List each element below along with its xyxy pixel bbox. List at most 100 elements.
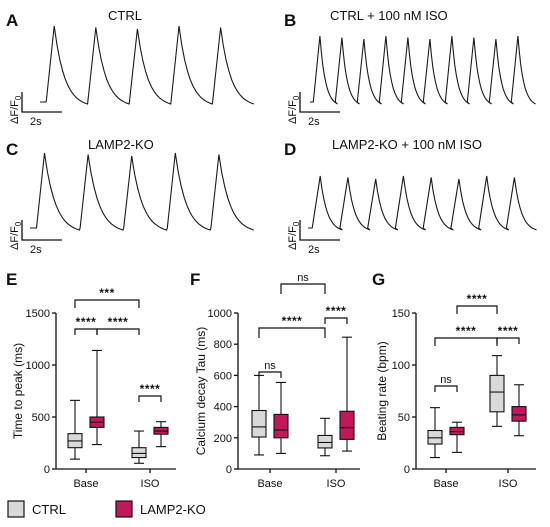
box-ctrl-iso [131,430,147,464]
scale-bar [299,92,340,113]
trace-title: CTRL [108,8,142,23]
trace-panel-d: D LAMP2-KO + 100 nM ISO ΔF/F0 2s [284,137,537,256]
calcium-trace-line [40,25,255,105]
legend-label: LAMP2-KO [140,502,206,517]
bracket-line [74,328,98,335]
box-ctrl-base [251,374,267,456]
bracket-line [138,395,162,402]
box-lamp2ko-iso [339,336,355,452]
significance-bracket: **** [96,315,140,335]
significance-label: **** [76,315,97,329]
box-ctrl-base [427,407,443,459]
x-tick-label: ISO [499,478,518,490]
scale-bar [21,92,62,113]
bracket-line [456,305,498,314]
significance-bracket: **** [74,315,98,335]
scale-bar-label: 2s [308,116,320,128]
legend-item-lamp2ko: LAMP2-KO [115,500,206,518]
y-tick-label: 50 [398,412,410,424]
legend-item-ctrl: CTRL [7,500,66,518]
trace-panel-a: A CTRL ΔF/F0 2s [6,8,255,128]
x-tick-label: Base [73,478,98,490]
legend-swatch [7,500,25,518]
significance-label: **** [456,324,477,338]
bracket-line [74,299,140,308]
bracket-line [324,317,348,324]
panel-letter: B [284,11,296,30]
significance-label: ns [297,272,309,284]
y-axis-label: Time to peak (ms) [11,343,25,439]
significance-bracket: **** [258,314,326,338]
trace-ylabel: ΔF/F0 [287,221,301,250]
box-iqr [489,374,505,413]
legend-swatch [115,500,133,518]
y-tick-label: 0 [404,464,410,476]
y-tick-label: 1500 [26,308,50,320]
panel-letter: G [372,270,385,289]
y-tick-label: 0 [44,464,50,476]
panel-letter: D [284,140,296,159]
box-iqr [251,409,267,438]
significance-label: ns [264,360,276,372]
bracket-line [496,337,520,344]
significance-bracket: **** [324,304,348,324]
bracket-line [258,371,282,378]
box-lamp2ko-iso [153,421,169,448]
x-tick-label: Base [433,478,458,490]
significance-bracket: **** [456,292,498,314]
panel-letter: E [6,270,17,289]
box-iqr [339,410,355,440]
scale-bar-label: 2s [30,116,42,128]
box-iqr [131,447,147,459]
y-tick-label: 200 [214,433,232,445]
trace-ylabel: ΔF/F0 [9,221,23,250]
calcium-trace-line [308,175,537,231]
box-iqr [273,413,289,439]
significance-label: **** [326,304,347,318]
x-tick-label: ISO [327,478,346,490]
scale-bar [21,220,62,241]
y-tick-label: 500 [32,412,50,424]
significance-label: **** [467,292,488,306]
y-tick-label: 800 [214,339,232,351]
bracket-line [258,327,326,338]
significance-label: **** [108,315,129,329]
panel-letter: F [190,270,200,289]
calcium-trace-line [30,152,254,231]
box-lamp2ko-base [273,381,289,454]
trace-ylabel: ΔF/F0 [9,95,23,124]
y-tick-label: 400 [214,402,232,414]
trace-title: LAMP2-KO [88,137,154,152]
significance-bracket: **** [434,324,498,346]
scale-bar [299,220,340,241]
scale-bar-label: 2s [30,244,42,256]
significance-label: **** [498,324,519,338]
y-tick-label: 1000 [208,308,232,320]
y-tick-label: 150 [392,308,410,320]
panel-letter: C [6,140,18,159]
y-tick-label: 600 [214,370,232,382]
significance-bracket: ns [434,374,458,392]
trace-title: LAMP2-KO + 100 nM ISO [332,137,482,152]
trace-panel-c: C LAMP2-KO ΔF/F0 2s [6,137,254,256]
box-ctrl-base [67,399,83,460]
boxplot-panel-g: G 0 50 100 150 Beating rate (bpm) Base ISO **** *… [372,270,536,490]
bracket-line [434,385,458,392]
box-ctrl-iso [317,417,333,457]
x-tick-label: Base [257,478,282,490]
box-lamp2ko-base [449,421,465,453]
significance-bracket: **** [138,382,162,402]
x-tick-label: ISO [141,478,160,490]
y-tick-label: 1000 [26,360,50,372]
legend-label: CTRL [32,502,66,517]
significance-bracket: ns [258,360,282,378]
significance-label: **** [140,382,161,396]
box-lamp2ko-base [89,349,105,446]
box-lamp2ko-iso [511,384,527,437]
trace-panel-b: B CTRL + 100 nM ISO ΔF/F0 2s [284,8,536,128]
significance-label: *** [99,286,115,300]
significance-label: **** [282,314,303,328]
y-tick-label: 100 [392,360,410,372]
